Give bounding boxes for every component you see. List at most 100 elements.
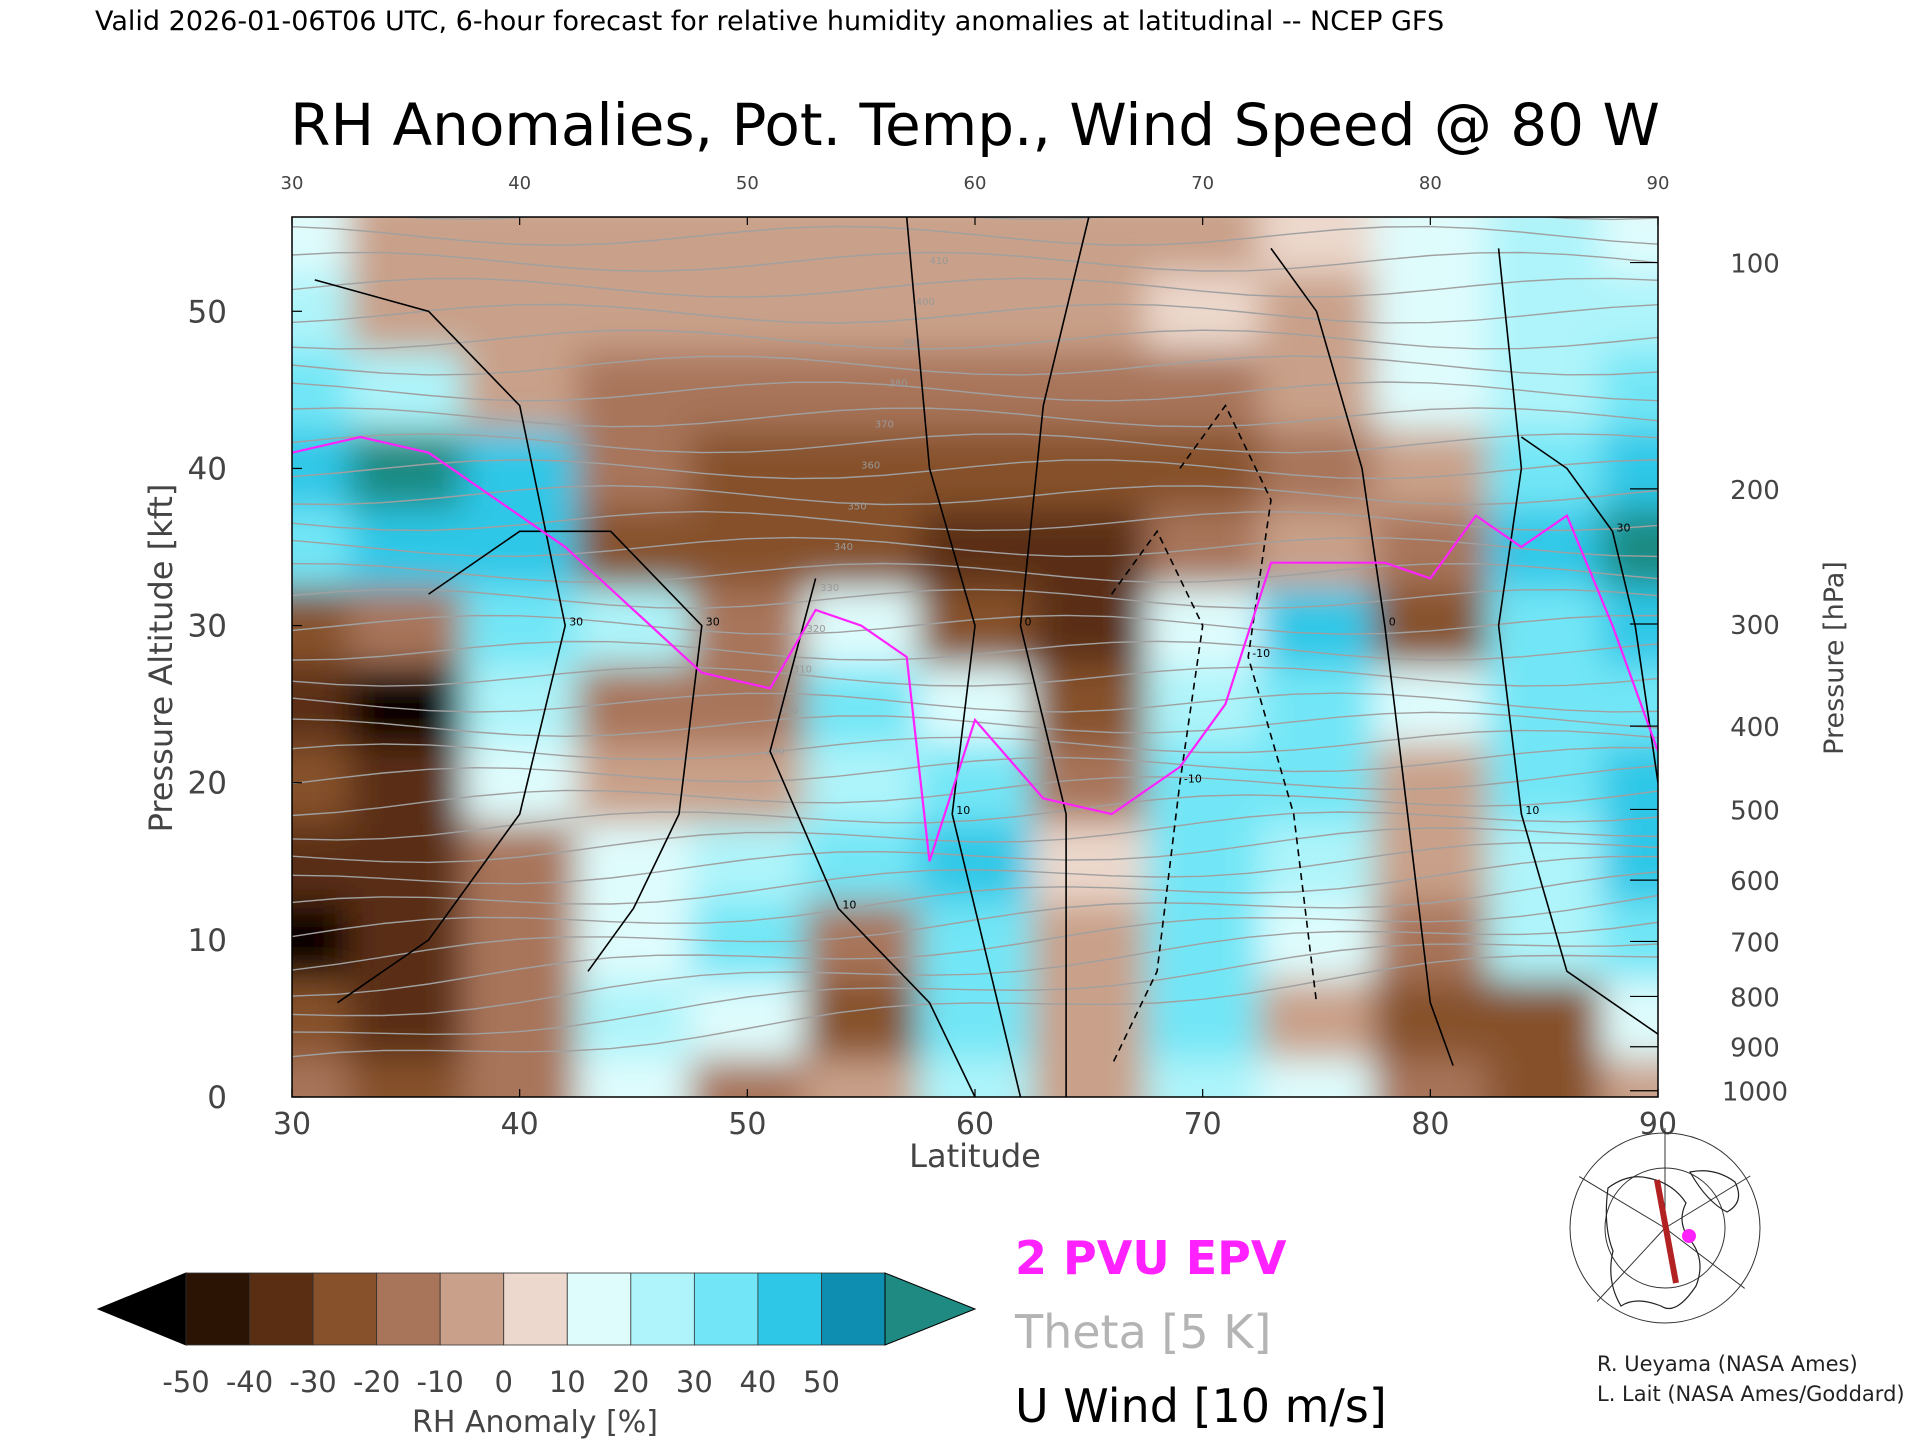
theta-line: [292, 407, 1658, 428]
theta-line: [292, 842, 1658, 905]
theta-line: [292, 459, 1658, 480]
colorbar: -50 -40 -30 -20 -10 0 10 20 30 40 50: [96, 1272, 977, 1399]
heatmap-cell: [1373, 900, 1489, 981]
colorbar-tick-label: -30: [289, 1365, 336, 1399]
heatmap-cell: [348, 900, 464, 981]
wind-contour-label: 30: [569, 616, 583, 629]
theta-line: [292, 855, 1658, 938]
wind-contour: [769, 578, 976, 1097]
theta-line: [292, 251, 1658, 272]
heatmap-cell: [348, 272, 464, 352]
colorbar-swatch: [503, 1272, 568, 1346]
theta-line: [292, 640, 1658, 661]
theta-line: [292, 329, 1658, 350]
x-tick-label: 40: [501, 1107, 539, 1142]
heatmap-cell: [292, 1057, 350, 1097]
x-tick-label: 60: [956, 1107, 994, 1142]
x-tick-label-top: 90: [1647, 173, 1670, 194]
wind-contour-label: 30: [706, 616, 720, 629]
colorbar-swatch: [693, 1272, 759, 1346]
heatmap-cell: [1601, 664, 1658, 745]
pressure-tick-label: 200: [1730, 476, 1780, 506]
x-tick-label-top: 70: [1191, 173, 1214, 194]
heatmap-cell: [348, 586, 464, 666]
colorbar-tick-label: -50: [162, 1365, 209, 1399]
theta-line: [292, 943, 1658, 1036]
x-tick-label: 30: [273, 1107, 311, 1142]
wind-contour-label: 10: [956, 804, 970, 817]
heatmap-cell: [1259, 900, 1375, 981]
colorbar-tick-label: 10: [549, 1365, 586, 1399]
x-tick-label-top: 40: [508, 173, 531, 194]
heatmap-cell: [690, 217, 806, 273]
heatmap-cell: [462, 586, 578, 666]
heatmap-cell: [462, 272, 578, 352]
colorbar-swatch: [185, 1272, 250, 1346]
heatmap-cell: [1145, 429, 1261, 509]
pressure-tick-label: 900: [1730, 1034, 1780, 1064]
heatmap-cell: [576, 586, 692, 666]
heatmap-cell: [1373, 743, 1489, 823]
credit-line-1: R. Ueyama (NASA Ames): [1597, 1352, 1858, 1376]
heatmap-cell: [1259, 1057, 1375, 1097]
heatmap-cell: [1031, 350, 1147, 431]
colorbar-below-triangle: [96, 1272, 187, 1346]
heatmap-cell: [1259, 217, 1375, 273]
x-tick-label: 80: [1411, 1107, 1449, 1142]
heatmap-cell: [1259, 350, 1375, 431]
heatmap-cell: [690, 429, 806, 509]
heatmap-cell: [804, 1057, 920, 1097]
heatmap-cell: [1373, 350, 1489, 431]
pressure-tick-label: 600: [1730, 867, 1780, 897]
wind-contour-label: -10: [1184, 773, 1202, 786]
heatmap-cell: [1031, 272, 1147, 352]
colorbar-tick-label: -40: [226, 1365, 273, 1399]
theta-line: [292, 562, 1658, 584]
heatmap-cell: [804, 350, 920, 431]
colorbar-label: RH Anomaly [%]: [412, 1405, 658, 1440]
heatmap-cell: [1487, 586, 1603, 666]
rh-anomaly-heatmap: [292, 217, 1658, 1097]
heatmap-cell: [1031, 979, 1147, 1059]
heatmap-cell: [462, 900, 578, 981]
heatmap-cell: [918, 822, 1033, 902]
inset-map: [1565, 1128, 1761, 1325]
heatmap-cell: [1259, 429, 1375, 509]
heatmap-cell: [1487, 429, 1603, 509]
credit-line-2: L. Lait (NASA Ames/Goddard): [1597, 1382, 1905, 1406]
wind-contour: [1520, 436, 1658, 783]
colorbar-tick-label: -10: [416, 1365, 463, 1399]
heatmap-cell: [576, 1057, 692, 1097]
heatmap-cell: [1145, 350, 1261, 431]
heatmap-cell: [462, 429, 578, 509]
epv-2pvu-contour: [292, 435, 1658, 862]
theta-line: [292, 614, 1658, 635]
theta-line: [292, 827, 1658, 885]
theta-line: [292, 790, 1658, 841]
theta-line: [292, 588, 1658, 609]
wind-contour-label: 10: [1525, 804, 1539, 817]
heatmap-cell: [1487, 822, 1603, 902]
colorbar-swatch: [566, 1272, 632, 1346]
valid-line: Valid 2026-01-06T06 UTC, 6-hour forecast…: [95, 6, 1444, 37]
heatmap-cell: [576, 429, 692, 509]
cross-section-line: [1654, 1179, 1679, 1284]
heatmap-cell: [1487, 350, 1603, 431]
theta-label: 380: [888, 379, 907, 390]
heatmap-cell: [1031, 822, 1147, 902]
theta-line: [292, 729, 1658, 761]
heatmap-cell: [1145, 743, 1261, 823]
heatmap-cell: [1601, 350, 1658, 431]
wind-contour: [1270, 247, 1454, 1066]
heatmap-cell: [1259, 586, 1375, 666]
heatmap-cell: [576, 900, 692, 981]
theta-line: [292, 536, 1658, 558]
colorbar-swatch: [757, 1272, 822, 1346]
y-tick-label: 40: [188, 451, 227, 487]
heatmap-cell: [804, 979, 920, 1059]
heatmap-cell: [690, 743, 806, 823]
wind-contour: [428, 530, 703, 972]
heatmap-cell: [918, 664, 1033, 745]
